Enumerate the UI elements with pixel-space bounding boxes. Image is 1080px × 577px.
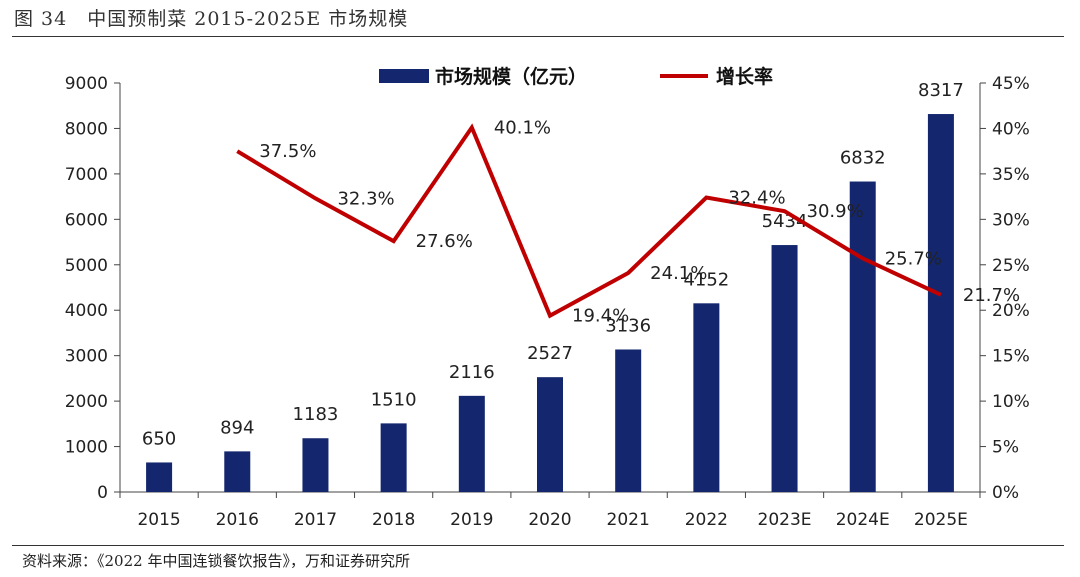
growth-rate-label: 19.4% [572,306,629,327]
right-tick-label: 0% [992,483,1019,503]
bar-value-label: 894 [220,417,254,438]
growth-rate-label: 32.3% [337,188,394,209]
left-tick-label: 1000 [65,438,108,458]
bar [302,438,329,492]
right-tick-label: 20% [992,301,1030,321]
growth-rate-label: 21.7% [963,285,1020,306]
left-tick-label: 8000 [65,119,108,139]
x-tick-label: 2023E [758,510,812,530]
figure-title: 图 34 中国预制菜 2015-2025E 市场规模 [14,8,409,30]
bar-value-label: 3136 [605,315,651,336]
left-tick-label: 7000 [65,165,108,185]
left-tick-label: 5000 [65,256,108,276]
bar-value-label: 650 [142,428,176,449]
growth-rate-label: 27.6% [416,231,473,252]
bar [537,377,563,492]
right-tick-label: 40% [992,119,1030,139]
growth-rate-label: 40.1% [494,118,551,139]
x-tick-label: 2020 [528,510,571,530]
bar-value-label: 1510 [371,389,417,410]
left-tick-label: 6000 [65,210,108,230]
x-tick-label: 2019 [450,510,493,530]
growth-rate-label: 32.4% [728,188,785,209]
right-tick-label: 45% [992,74,1030,94]
left-tick-label: 2000 [65,392,108,412]
x-tick-label: 2016 [216,510,259,530]
bar-value-label: 6832 [840,148,886,169]
x-tick-label: 2017 [294,510,337,530]
left-tick-label: 0 [97,483,108,503]
x-tick-label: 2025E [914,510,968,530]
legend-bar-label: 市场规模（亿元） [435,65,587,88]
source-note: 资料来源：《2022 年中国连锁餐饮报告》，万和证券研究所 [22,552,410,570]
legend-line-label: 增长率 [716,65,773,88]
x-tick-label: 2021 [607,510,650,530]
x-tick-label: 2018 [372,510,415,530]
bar [615,349,642,492]
growth-rate-label: 37.5% [259,141,316,162]
x-tick-label: 2015 [137,510,180,530]
bar [458,395,485,492]
bar-value-label: 4152 [683,269,729,290]
bar [693,303,720,492]
growth-rate-label: 24.1% [650,263,707,284]
bottom-rule [12,545,1064,546]
bar [771,245,798,492]
right-tick-label: 10% [992,392,1030,412]
growth-rate-label: 30.9% [807,201,864,222]
bar [224,451,251,492]
x-tick-label: 2022 [685,510,728,530]
growth-rate-line [236,123,942,319]
top-rule [12,36,1064,37]
bar [146,462,173,492]
right-tick-label: 35% [992,165,1030,185]
bar [927,114,954,492]
bar-value-label: 1183 [293,404,339,425]
left-tick-label: 3000 [65,347,108,367]
right-tick-label: 25% [992,256,1030,276]
bar [380,423,407,492]
right-tick-label: 5% [992,438,1019,458]
bar-value-label: 2527 [527,343,573,364]
right-tick-label: 15% [992,347,1030,367]
right-tick-label: 30% [992,210,1030,230]
growth-rate-label: 25.7% [885,248,942,269]
left-tick-label: 4000 [65,301,108,321]
x-tick-label: 2024E [836,510,890,530]
legend-bar-swatch [379,69,429,83]
left-tick-label: 9000 [65,74,108,94]
bar-value-label: 2116 [449,362,495,383]
bar [849,181,876,492]
bar-value-label: 8317 [918,80,964,101]
